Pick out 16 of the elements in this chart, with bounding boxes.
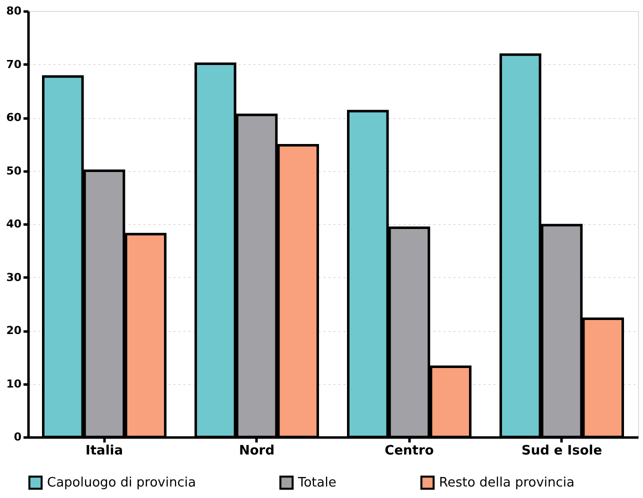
y-tick-label: 70 bbox=[6, 58, 22, 71]
x-tick-label: Nord bbox=[238, 444, 275, 458]
x-tick-label: Centro bbox=[384, 444, 434, 458]
y-tick-label: 20 bbox=[6, 324, 22, 337]
x-tick-label: Italia bbox=[85, 444, 124, 458]
x-tick-label: Sud e Isole bbox=[521, 444, 602, 458]
y-tick-label: 30 bbox=[6, 270, 22, 284]
legend-label: Resto della provincia bbox=[439, 476, 575, 491]
y-tick-label: 50 bbox=[6, 164, 22, 178]
y-tick-label: 40 bbox=[6, 218, 22, 230]
y-tick-label: 60 bbox=[6, 111, 22, 124]
y-tick-label: 0 bbox=[14, 430, 22, 444]
y-tick-label: 10 bbox=[6, 377, 22, 390]
legend-label: Totale bbox=[297, 476, 336, 491]
y-tick-label: 80 bbox=[6, 4, 22, 18]
legend-label: Capoluogo di provincia bbox=[47, 476, 196, 491]
